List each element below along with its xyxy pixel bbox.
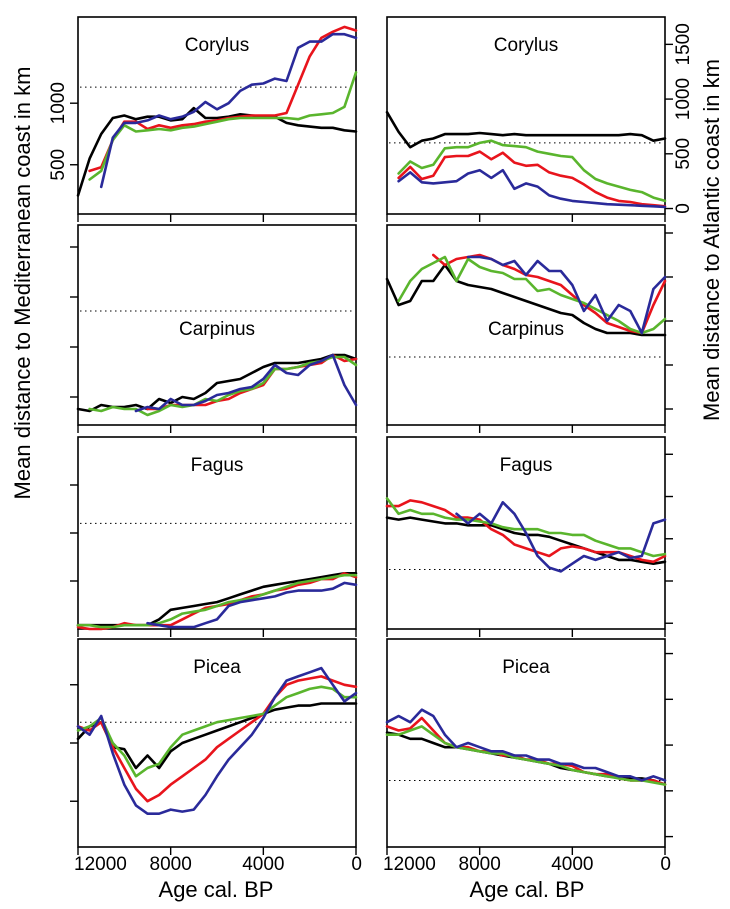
panel-carpinus-mediterranean: Carpinus <box>70 224 358 433</box>
y-axis-label-right: Mean distance to Atlantic coast in km <box>699 59 724 421</box>
y-axis-label-left: Mean distance to Mediterranean coast in … <box>10 67 35 500</box>
series-line-4 <box>99 32 358 189</box>
panel-frame <box>386 16 666 215</box>
panel-title: Picea <box>193 657 241 678</box>
series-line-2 <box>397 150 667 208</box>
x-tick-label: 0 <box>660 854 671 875</box>
panel-title: Picea <box>502 657 550 678</box>
series-line-1 <box>385 516 667 566</box>
y-tick-label: 0 <box>673 203 694 214</box>
panel-picea-mediterranean: Picea <box>70 638 358 848</box>
series-line-4 <box>146 581 358 629</box>
series-line-3 <box>385 725 667 786</box>
x-axis-label-left: Age cal. BP <box>159 877 274 902</box>
panel-frame <box>77 224 357 426</box>
panel-frame <box>386 436 666 630</box>
panel-title: Fagus <box>191 455 244 476</box>
series-line-1 <box>385 110 667 149</box>
chart-panels: 500 1000 Corylus 0 500 1000 1500 Corylus Carpinu… <box>48 16 694 848</box>
y-tick-label: 1000 <box>48 82 69 124</box>
x-tick-label: 8000 <box>150 854 192 875</box>
series-line-4 <box>134 353 358 413</box>
x-tick-label: 4000 <box>242 854 284 875</box>
panel-title: Fagus <box>500 455 553 476</box>
series-line-2 <box>146 353 358 411</box>
series-line-3 <box>88 71 358 181</box>
panel-corylus-mediterranean: 500 1000 Corylus <box>48 16 358 222</box>
y-tick-label: 500 <box>48 149 69 181</box>
x-tick-label: 4000 <box>551 854 593 875</box>
series-line-4 <box>455 500 667 573</box>
series-line-4 <box>385 708 667 782</box>
series-line-3 <box>88 355 358 417</box>
series-line-3 <box>76 573 358 629</box>
panel-fagus-atlantic: Fagus <box>385 436 673 637</box>
panel-frame <box>386 638 666 848</box>
x-axis-label-right: Age cal. BP <box>470 877 585 902</box>
series-line-1 <box>76 353 358 413</box>
series-line-1 <box>76 702 358 770</box>
series-line-3 <box>385 497 667 558</box>
panel-frame <box>77 16 357 215</box>
panel-title: Carpinus <box>488 319 564 340</box>
panel-corylus-atlantic: 0 500 1000 1500 Corylus <box>385 16 694 222</box>
series-line-2 <box>76 675 358 803</box>
x-tick-label: 8000 <box>459 854 501 875</box>
x-tick-label: 0 <box>351 854 362 875</box>
series-line-3 <box>76 685 358 778</box>
x-axis-right: 12000 8000 4000 0 <box>383 847 671 875</box>
x-axis-left: 12000 8000 4000 0 <box>74 847 362 875</box>
panel-frame <box>386 224 666 426</box>
panel-fagus-mediterranean: Fagus <box>70 436 358 637</box>
panel-title: Corylus <box>494 35 558 56</box>
series-line-3 <box>397 139 667 203</box>
series-line-4 <box>397 168 667 209</box>
panel-picea-atlantic: Picea <box>385 638 673 848</box>
x-tick-label: 12000 <box>74 854 127 875</box>
series-line-4 <box>466 255 667 335</box>
y-tick-label: 1500 <box>673 23 694 65</box>
series-line-1 <box>76 106 358 197</box>
y-tick-label: 500 <box>673 138 694 170</box>
panel-title: Carpinus <box>179 319 255 340</box>
y-tick-label: 1000 <box>673 78 694 120</box>
panel-title: Corylus <box>185 35 249 56</box>
series-line-1 <box>385 263 667 337</box>
series-line-2 <box>385 716 667 786</box>
series-line-3 <box>397 255 667 335</box>
series-line-4 <box>76 666 358 816</box>
panel-carpinus-atlantic: Carpinus <box>385 224 673 433</box>
x-tick-label: 12000 <box>383 854 436 875</box>
